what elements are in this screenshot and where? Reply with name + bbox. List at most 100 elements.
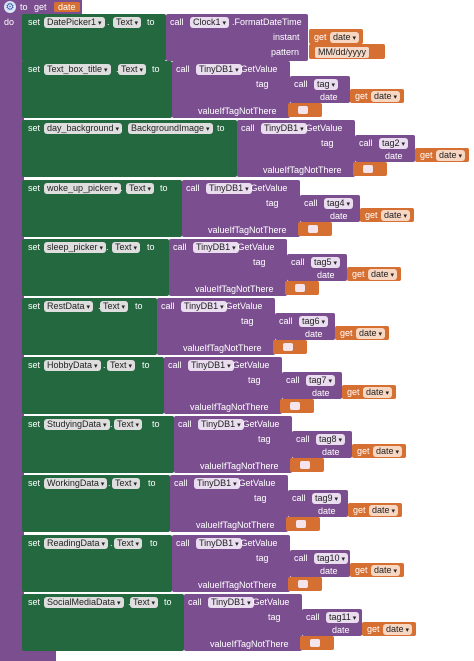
tag-selector[interactable]: tag10 — [314, 552, 348, 564]
procedure-block[interactable] — [0, 0, 24, 661]
procedure-param-date[interactable]: date — [54, 2, 80, 12]
property-name: Text — [130, 597, 158, 608]
db-selector[interactable]: TinyDB1 — [206, 182, 252, 194]
get-keyword: get — [340, 328, 353, 338]
db-selector[interactable]: TinyDB1 — [198, 418, 244, 430]
set-keyword: set — [28, 301, 41, 311]
db-name: TinyDB1 — [193, 242, 239, 253]
empty-text-value[interactable] — [298, 106, 308, 114]
tag-selector[interactable]: tag8 — [316, 433, 345, 445]
tag-selector[interactable]: tag11 — [326, 611, 360, 623]
tag-selector[interactable]: tag4 — [324, 197, 353, 209]
variable-selector[interactable]: date — [363, 386, 392, 398]
component-selector[interactable]: HobbyData — [44, 359, 101, 371]
property-selector[interactable]: Text — [100, 300, 128, 312]
component-selector[interactable]: DatePicker1 — [44, 16, 105, 28]
tag-name: tag4 — [324, 198, 353, 209]
property-selector[interactable]: Text — [126, 182, 154, 194]
method-getvalue: .GetValue — [223, 301, 263, 311]
empty-text-value[interactable] — [296, 520, 306, 528]
property-selector[interactable]: Text — [114, 537, 142, 549]
set-keyword: set — [28, 242, 41, 252]
db-selector[interactable]: TinyDB1 — [188, 359, 234, 371]
tag-label: tag — [248, 375, 261, 385]
empty-text-value[interactable] — [295, 284, 305, 292]
pattern-text[interactable]: MM/dd/yyyy — [315, 46, 370, 58]
variable-name: date — [369, 505, 398, 516]
get-keyword: get — [355, 565, 368, 575]
tag-selector[interactable]: tag9 — [312, 492, 341, 504]
db-selector[interactable]: TinyDB1 — [261, 122, 307, 134]
variable-selector[interactable]: date — [330, 31, 359, 43]
to-keyword: to — [160, 183, 168, 193]
db-selector[interactable]: TinyDB1 — [208, 596, 254, 608]
variable-selector[interactable]: date — [369, 504, 398, 516]
tag-selector[interactable]: tag — [314, 78, 338, 90]
variable-selector[interactable]: date — [368, 268, 397, 280]
empty-text-value[interactable] — [290, 402, 300, 410]
dot-separator: . — [108, 478, 111, 488]
variable-selector[interactable]: date — [383, 623, 412, 635]
property-selector[interactable]: Text — [112, 241, 140, 253]
to-keyword: to — [164, 597, 172, 607]
tag-selector[interactable]: tag6 — [299, 315, 328, 327]
call-keyword: call — [292, 493, 306, 503]
set-keyword: set — [28, 64, 41, 74]
call-keyword: call — [161, 301, 175, 311]
method-getvalue: .GetValue — [230, 360, 270, 370]
db-selector[interactable]: TinyDB1 — [196, 63, 242, 75]
clock-selector[interactable]: Clock1 — [190, 16, 229, 28]
tag-label: tag — [258, 434, 271, 444]
tag-selector[interactable]: tag7 — [306, 374, 335, 386]
component-selector[interactable]: Text_box_title — [44, 63, 111, 75]
property-selector[interactable]: Text — [112, 477, 140, 489]
date-label: date — [312, 388, 330, 398]
db-name: TinyDB1 — [196, 64, 242, 75]
component-selector[interactable]: WorkingData — [44, 477, 108, 489]
property-selector[interactable]: Text — [113, 16, 141, 28]
variable-name: date — [371, 91, 400, 102]
variable-selector[interactable]: date — [381, 209, 410, 221]
date-label: date — [317, 270, 335, 280]
tag-selector[interactable]: tag5 — [311, 256, 340, 268]
variable-selector[interactable]: date — [436, 149, 465, 161]
variable-selector[interactable]: date — [356, 327, 385, 339]
component-selector[interactable]: StudyingData — [44, 418, 110, 430]
call-keyword: call — [306, 612, 320, 622]
gear-icon[interactable]: ⚙ — [4, 1, 16, 13]
property-selector[interactable]: Text — [118, 63, 146, 75]
tag-name: tag6 — [299, 316, 328, 327]
tag-name: tag — [314, 79, 338, 90]
empty-text-value[interactable] — [310, 639, 320, 647]
property-selector[interactable]: BackgroundImage — [128, 122, 213, 134]
empty-text-value[interactable] — [283, 343, 293, 351]
variable-selector[interactable]: date — [373, 445, 402, 457]
property-selector[interactable]: Text — [130, 596, 158, 608]
value-if-tag-not-there-label: valueIfTagNotThere — [198, 106, 277, 116]
variable-selector[interactable]: date — [371, 564, 400, 576]
tag-selector[interactable]: tag2 — [379, 137, 408, 149]
to-keyword: to — [150, 538, 158, 548]
db-selector[interactable]: TinyDB1 — [194, 477, 240, 489]
variable-selector[interactable]: date — [371, 90, 400, 102]
component-selector[interactable]: woke_up_picker — [44, 182, 121, 194]
property-selector[interactable]: Text — [114, 418, 142, 430]
empty-text-value[interactable] — [300, 461, 310, 469]
procedure-footer — [0, 650, 56, 661]
empty-text-value[interactable] — [308, 225, 318, 233]
get-keyword: get — [352, 269, 365, 279]
component-selector[interactable]: ReadingData — [44, 537, 109, 549]
empty-text-value[interactable] — [298, 580, 308, 588]
component-selector[interactable]: day_background — [44, 122, 123, 134]
component-selector[interactable]: SocialMediaData — [44, 596, 124, 608]
component-selector[interactable]: sleep_picker — [44, 241, 106, 253]
property-selector[interactable]: Text — [107, 359, 135, 371]
db-selector[interactable]: TinyDB1 — [181, 300, 227, 312]
component-selector[interactable]: RestData — [44, 300, 93, 312]
method-getvalue: .GetValue — [250, 597, 290, 607]
get-keyword: get — [347, 387, 360, 397]
empty-text-value[interactable] — [363, 165, 373, 173]
db-selector[interactable]: TinyDB1 — [196, 537, 242, 549]
get-keyword: get — [365, 210, 378, 220]
db-selector[interactable]: TinyDB1 — [193, 241, 239, 253]
